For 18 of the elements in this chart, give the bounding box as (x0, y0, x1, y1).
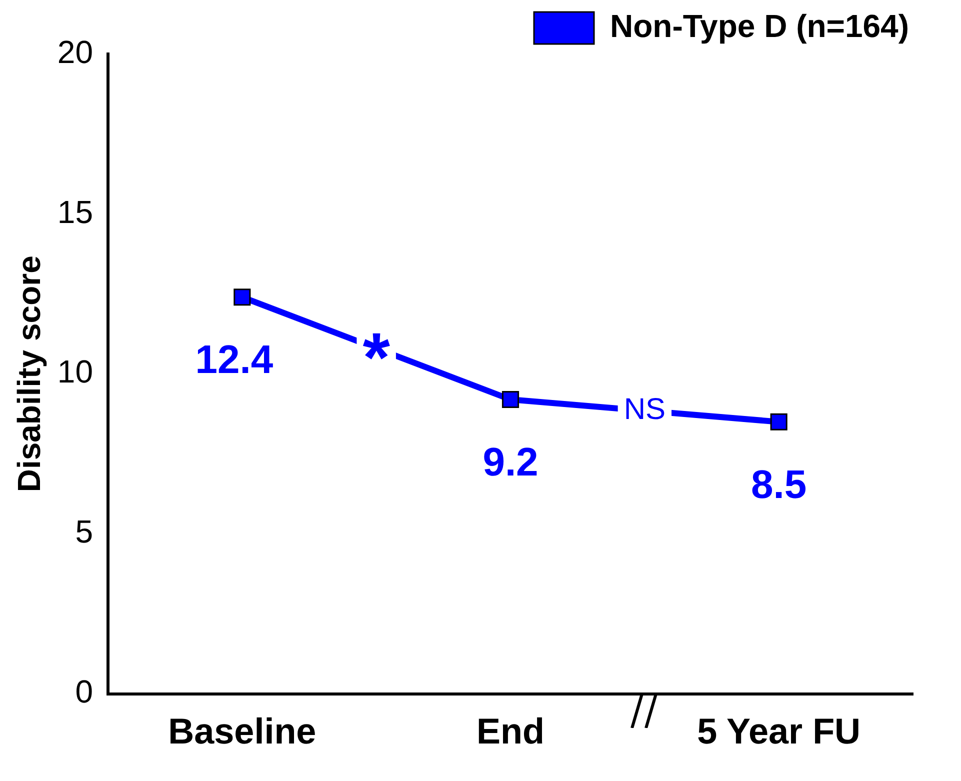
data-label: 8.5 (751, 462, 807, 507)
x-tick-label: Baseline (168, 710, 316, 752)
x-tick-label: 5 Year FU (697, 710, 861, 752)
legend-label: Non-Type D (n=164) (610, 8, 909, 44)
point (502, 390, 520, 408)
point (234, 288, 251, 306)
point (770, 413, 788, 430)
annotation: * (362, 318, 391, 397)
x-tick-label: End (476, 710, 544, 752)
data-label: 9.2 (482, 440, 538, 485)
y-tick-label: 20 (57, 34, 93, 70)
y-axis-title: Disability score (11, 256, 48, 492)
data-label: 12.4 (195, 338, 274, 382)
y-tick-label: 10 (57, 354, 93, 390)
y-tick-label: 5 (75, 514, 93, 550)
y-tick-label: 0 (75, 674, 93, 710)
y-tick-label: 15 (57, 194, 93, 230)
annotation: NS (624, 392, 666, 426)
